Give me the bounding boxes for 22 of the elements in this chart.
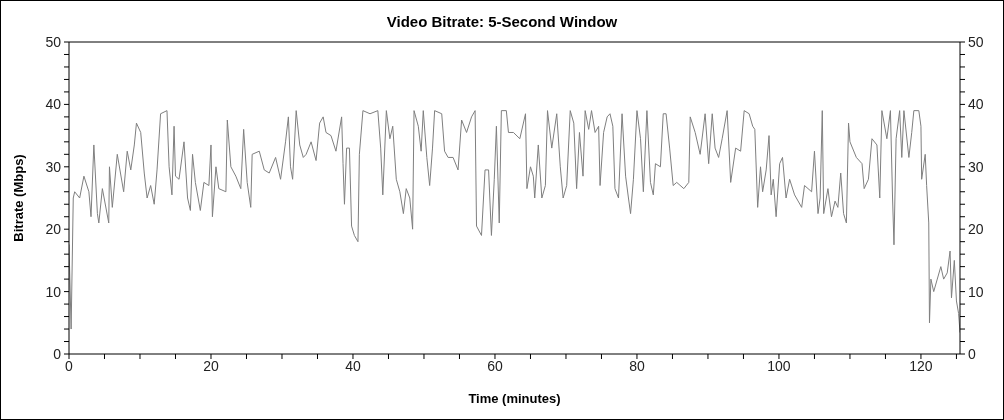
y2-tick-label: 30: [968, 158, 984, 175]
y2-tick-label: 50: [968, 33, 984, 50]
x-tick-label: 100: [767, 357, 791, 374]
y-tick-label: 10: [45, 283, 62, 300]
y-axis-title: Bitrate (Mbps): [10, 154, 26, 242]
x-tick-label: 40: [345, 357, 361, 374]
y-tick-label: 0: [53, 345, 62, 362]
y2-tick-label: 10: [968, 283, 984, 300]
chart-title: Video Bitrate: 5-Second Window: [385, 13, 619, 31]
y-tick-label: 40: [45, 96, 62, 113]
y2-tick-label: 0: [968, 345, 976, 362]
x-axis-title: Time (minutes): [467, 391, 562, 407]
x-tick-label: 0: [65, 357, 74, 374]
y2-tick-label: 20: [968, 221, 984, 238]
y-tick-label: 30: [45, 158, 62, 175]
y-tick-label: 50: [45, 33, 62, 50]
y2-tick-label: 40: [968, 96, 984, 113]
x-tick-label: 120: [909, 357, 933, 374]
x-tick-label: 20: [203, 357, 219, 374]
y-tick-label: 20: [45, 221, 62, 238]
x-tick-label: 80: [629, 357, 645, 374]
x-tick-label: 60: [487, 357, 503, 374]
